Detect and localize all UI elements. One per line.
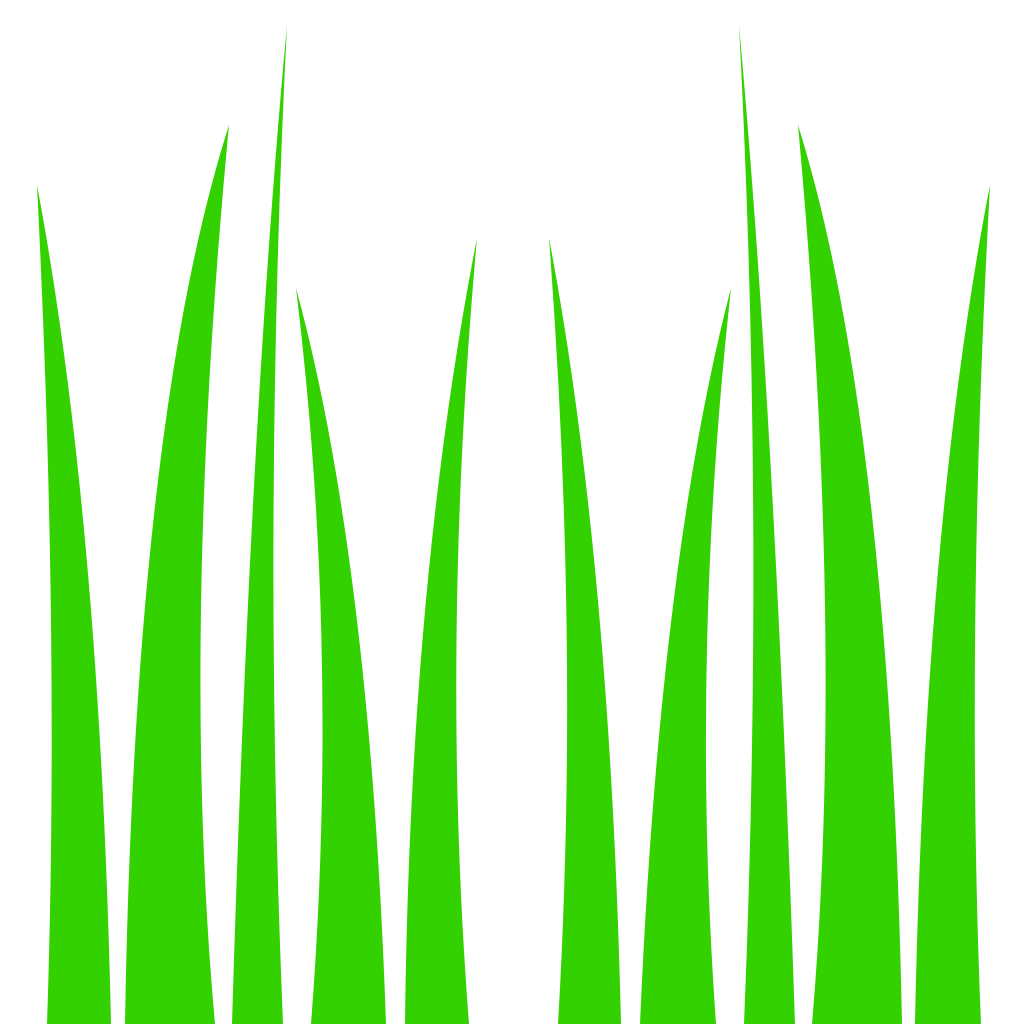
grass-blade-10 [915, 185, 990, 1024]
grass-blades [37, 25, 990, 1024]
grass-blade-7 [640, 288, 731, 1024]
grass-blade-8 [739, 25, 795, 1024]
grass-blade-6 [549, 238, 621, 1024]
grass-blade-9 [798, 125, 902, 1024]
grass-blade-1 [37, 185, 111, 1024]
grass-blade-4 [296, 288, 386, 1024]
grass-blade-2 [125, 125, 229, 1024]
grass-blade-3 [232, 25, 287, 1024]
grass-blade-5 [405, 238, 477, 1024]
